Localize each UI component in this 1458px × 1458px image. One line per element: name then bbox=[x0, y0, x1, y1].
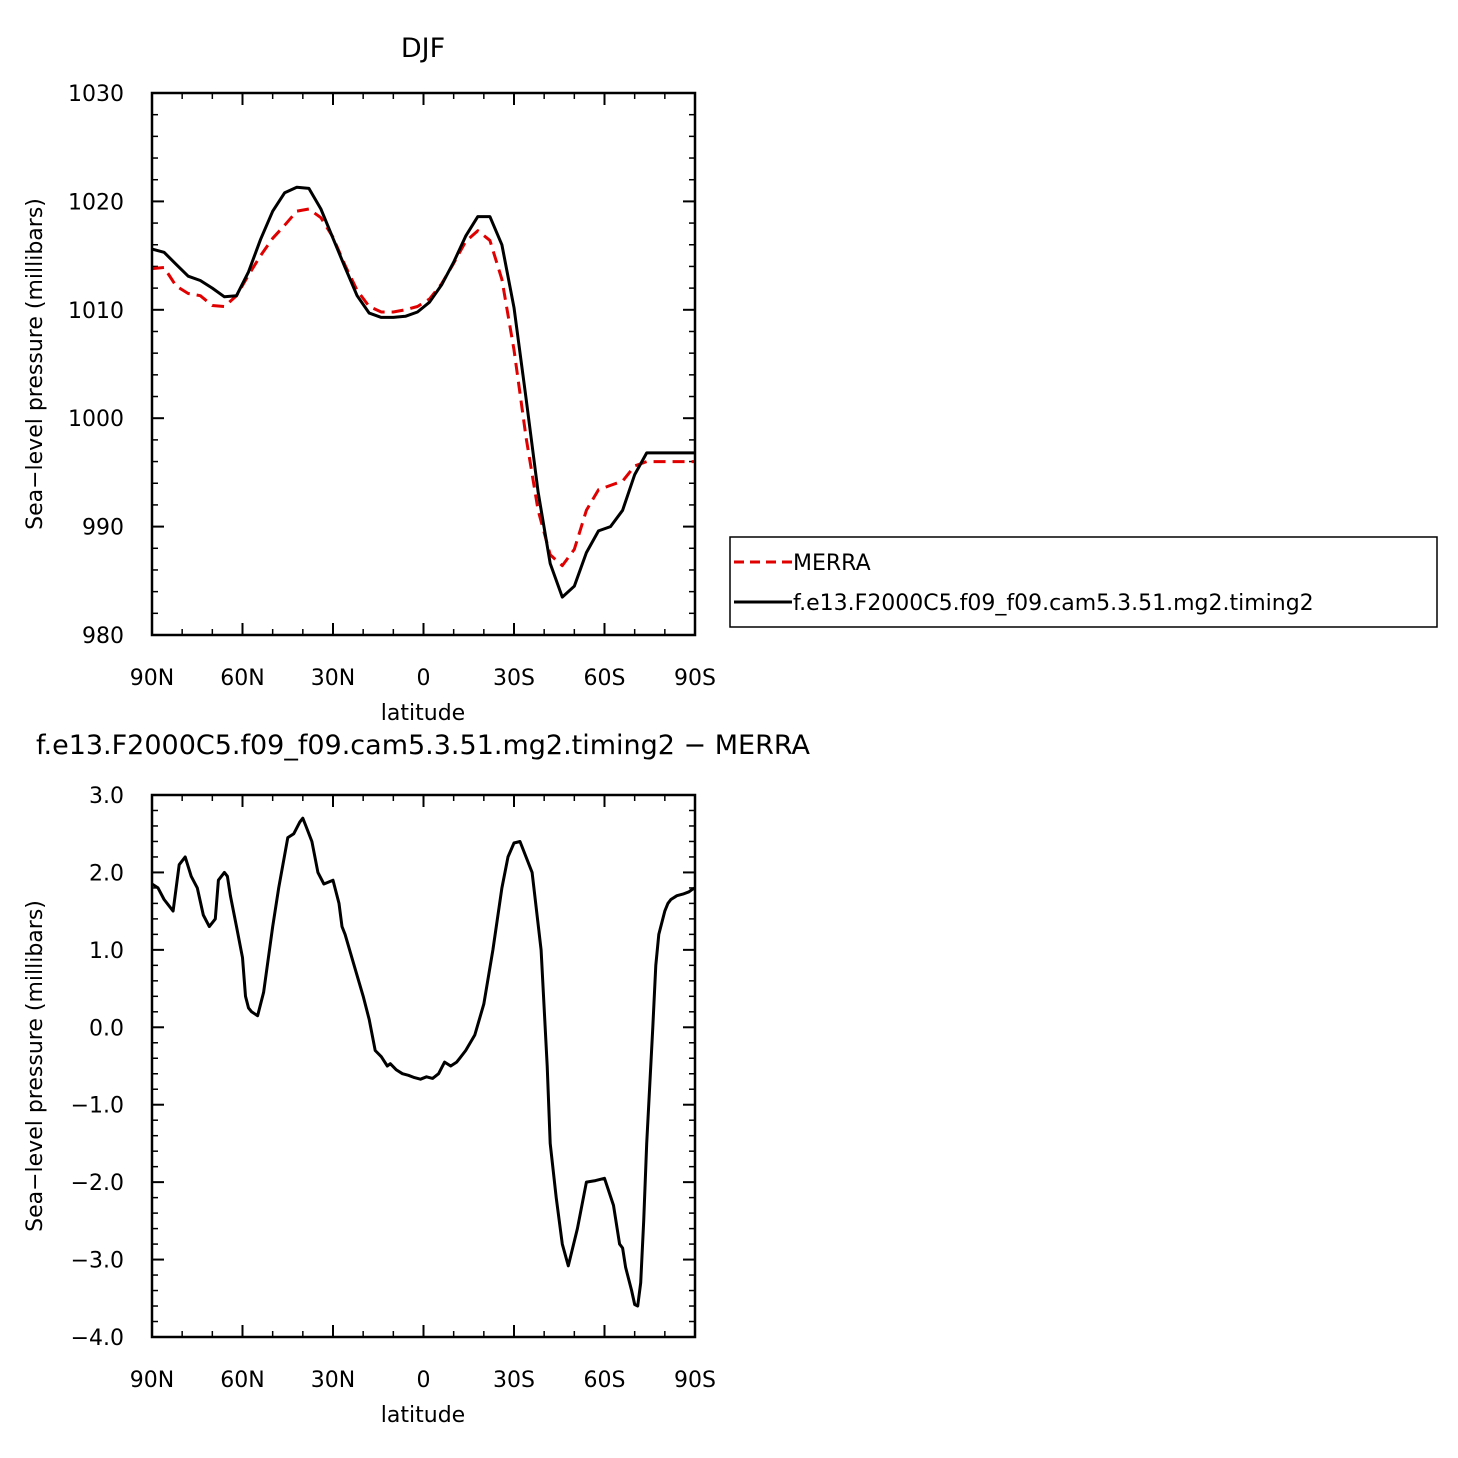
bottom-series-line-0 bbox=[151, 816, 696, 1308]
bottom-y-tick-label: −4.0 bbox=[71, 1326, 124, 1351]
bottom-y-tick-label: 2.0 bbox=[89, 861, 124, 886]
bottom-x-tick-label: 0 bbox=[417, 1368, 431, 1393]
bottom-chart-series bbox=[151, 816, 696, 1308]
top-y-tick-label: 1030 bbox=[68, 82, 124, 107]
top-chart-frame bbox=[150, 91, 697, 637]
legend-label-model: f.e13.F2000C5.f09_f09.cam5.3.51.mg2.timi… bbox=[793, 591, 1314, 616]
legend-box bbox=[729, 536, 1438, 628]
bottom-chart-frame bbox=[150, 793, 697, 1339]
bottom-y-tick-label: 1.0 bbox=[89, 939, 124, 964]
bottom-x-tick-label: 90S bbox=[674, 1368, 716, 1393]
top-x-tick-label: 60N bbox=[220, 666, 264, 691]
top-chart-xlabel: latitude bbox=[381, 701, 465, 726]
bottom-chart-axes: 90N 60N 30N 0 30S 60S 90S −4.0 −3.0 −2.0 −1.0 0.0 1.… bbox=[71, 784, 716, 1393]
top-series-line-0 bbox=[151, 207, 695, 568]
top-chart-series bbox=[151, 185, 695, 599]
top-y-tick-label: 1010 bbox=[68, 299, 124, 324]
top-x-tick-label: 90S bbox=[674, 666, 716, 691]
legend: MERRA f.e13.F2000C5.f09_f09.cam5.3.51.mg… bbox=[729, 536, 1438, 628]
top-y-tick-label: 1000 bbox=[68, 407, 124, 432]
top-y-tick-label: 980 bbox=[82, 624, 124, 649]
top-x-tick-label: 30N bbox=[311, 666, 355, 691]
bottom-y-tick-label: 3.0 bbox=[89, 784, 124, 809]
top-chart-ylabel: Sea−level pressure (millibars) bbox=[23, 198, 48, 530]
top-series-line-1 bbox=[151, 185, 695, 599]
bottom-y-tick-label: −2.0 bbox=[71, 1171, 124, 1196]
bottom-x-tick-label: 60S bbox=[584, 1368, 626, 1393]
bottom-x-tick-label: 60N bbox=[220, 1368, 264, 1393]
bottom-y-tick-label: 0.0 bbox=[89, 1016, 124, 1041]
top-x-tick-label: 60S bbox=[584, 666, 626, 691]
top-x-tick-label: 30S bbox=[493, 666, 535, 691]
top-y-tick-label: 1020 bbox=[68, 190, 124, 215]
bottom-chart-ylabel: Sea−level pressure (millibars) bbox=[23, 900, 48, 1232]
top-x-tick-label: 90N bbox=[130, 666, 174, 691]
top-chart-title: DJF bbox=[401, 33, 445, 64]
bottom-chart-title: f.e13.F2000C5.f09_f09.cam5.3.51.mg2.timi… bbox=[36, 730, 811, 761]
top-chart-axes: 90N 60N 30N 0 30S 60S 90S 980 990 1000 1010 1020 103… bbox=[68, 82, 716, 691]
bottom-y-tick-label: −1.0 bbox=[71, 1094, 124, 1119]
bottom-y-tick-label: −3.0 bbox=[71, 1249, 124, 1274]
top-y-tick-label: 990 bbox=[82, 516, 124, 541]
bottom-x-tick-label: 30S bbox=[493, 1368, 535, 1393]
bottom-x-tick-label: 90N bbox=[130, 1368, 174, 1393]
bottom-chart-xlabel: latitude bbox=[381, 1403, 465, 1428]
top-x-tick-label: 0 bbox=[417, 666, 431, 691]
bottom-x-tick-label: 30N bbox=[311, 1368, 355, 1393]
legend-label-merra: MERRA bbox=[793, 551, 871, 576]
